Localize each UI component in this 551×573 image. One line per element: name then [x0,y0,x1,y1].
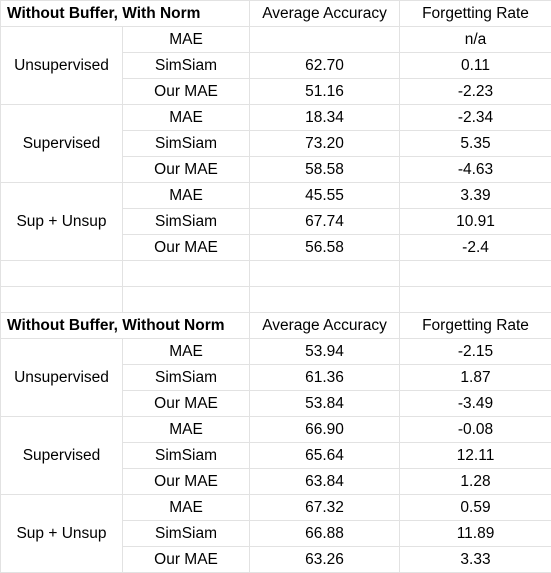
table2-col-forget[interactable]: Forgetting Rate [400,313,551,339]
avg-cell[interactable]: 62.70 [250,53,400,79]
empty-cell[interactable] [400,287,551,313]
empty-cell[interactable] [1,287,123,313]
forget-cell[interactable]: 0.11 [400,53,551,79]
method-cell[interactable]: Our MAE [123,469,250,495]
forget-cell[interactable]: 12.11 [400,443,551,469]
table-row: Unsupervised MAE n/a [1,27,551,53]
method-cell[interactable]: MAE [123,417,250,443]
empty-cell[interactable] [400,261,551,287]
empty-row [1,261,551,287]
avg-cell[interactable]: 51.16 [250,79,400,105]
empty-cell[interactable] [123,261,250,287]
table1-col-forget[interactable]: Forgetting Rate [400,1,551,27]
avg-cell[interactable]: 63.26 [250,547,400,573]
forget-cell[interactable]: 1.28 [400,469,551,495]
empty-cell[interactable] [1,261,123,287]
group-label[interactable]: Supervised [1,105,123,183]
table1-header-row: Without Buffer, With Norm Average Accura… [1,1,551,27]
avg-cell[interactable]: 73.20 [250,131,400,157]
forget-cell[interactable]: -2.23 [400,79,551,105]
table2-col-avg[interactable]: Average Accuracy [250,313,400,339]
group-label[interactable]: Supervised [1,417,123,495]
forget-cell[interactable]: -0.08 [400,417,551,443]
forget-cell[interactable]: 0.59 [400,495,551,521]
avg-cell[interactable]: 66.88 [250,521,400,547]
table1-col-avg[interactable]: Average Accuracy [250,1,400,27]
method-cell[interactable]: MAE [123,105,250,131]
avg-cell[interactable]: 63.84 [250,469,400,495]
avg-cell[interactable]: 65.64 [250,443,400,469]
table-row: Sup + Unsup MAE 45.55 3.39 [1,183,551,209]
method-cell[interactable]: Our MAE [123,79,250,105]
avg-cell[interactable]: 45.55 [250,183,400,209]
method-cell[interactable]: MAE [123,495,250,521]
forget-cell[interactable]: 1.87 [400,365,551,391]
method-cell[interactable]: Our MAE [123,235,250,261]
method-cell[interactable]: MAE [123,183,250,209]
empty-cell[interactable] [250,287,400,313]
avg-cell[interactable]: 53.94 [250,339,400,365]
forget-cell[interactable]: -2.34 [400,105,551,131]
empty-row [1,287,551,313]
avg-cell[interactable]: 66.90 [250,417,400,443]
forget-cell[interactable]: 3.39 [400,183,551,209]
group-label[interactable]: Unsupervised [1,339,123,417]
avg-cell[interactable]: 67.32 [250,495,400,521]
forget-cell[interactable]: -3.49 [400,391,551,417]
avg-cell[interactable]: 61.36 [250,365,400,391]
forget-cell[interactable]: -2.15 [400,339,551,365]
forget-cell[interactable]: 10.91 [400,209,551,235]
group-label[interactable]: Sup + Unsup [1,495,123,573]
table2-title[interactable]: Without Buffer, Without Norm [1,313,250,339]
forget-cell[interactable]: n/a [400,27,551,53]
method-cell[interactable]: Our MAE [123,547,250,573]
avg-cell[interactable]: 18.34 [250,105,400,131]
avg-cell[interactable]: 56.58 [250,235,400,261]
method-cell[interactable]: SimSiam [123,443,250,469]
method-cell[interactable]: Our MAE [123,391,250,417]
method-cell[interactable]: SimSiam [123,209,250,235]
table-row: Supervised MAE 18.34 -2.34 [1,105,551,131]
method-cell[interactable]: MAE [123,27,250,53]
table1-title[interactable]: Without Buffer, With Norm [1,1,250,27]
forget-cell[interactable]: 11.89 [400,521,551,547]
avg-cell[interactable]: 53.84 [250,391,400,417]
empty-cell[interactable] [250,261,400,287]
method-cell[interactable]: SimSiam [123,365,250,391]
table-row: Unsupervised MAE 53.94 -2.15 [1,339,551,365]
table-row: Sup + Unsup MAE 67.32 0.59 [1,495,551,521]
method-cell[interactable]: SimSiam [123,521,250,547]
method-cell[interactable]: Our MAE [123,157,250,183]
empty-cell[interactable] [123,287,250,313]
table2-header-row: Without Buffer, Without Norm Average Acc… [1,313,551,339]
method-cell[interactable]: MAE [123,339,250,365]
method-cell[interactable]: SimSiam [123,131,250,157]
forget-cell[interactable]: -4.63 [400,157,551,183]
avg-cell[interactable]: 67.74 [250,209,400,235]
group-label[interactable]: Sup + Unsup [1,183,123,261]
forget-cell[interactable]: 5.35 [400,131,551,157]
forget-cell[interactable]: -2.4 [400,235,551,261]
avg-cell[interactable] [250,27,400,53]
method-cell[interactable]: SimSiam [123,53,250,79]
avg-cell[interactable]: 58.58 [250,157,400,183]
table-row: Supervised MAE 66.90 -0.08 [1,417,551,443]
group-label[interactable]: Unsupervised [1,27,123,105]
forget-cell[interactable]: 3.33 [400,547,551,573]
